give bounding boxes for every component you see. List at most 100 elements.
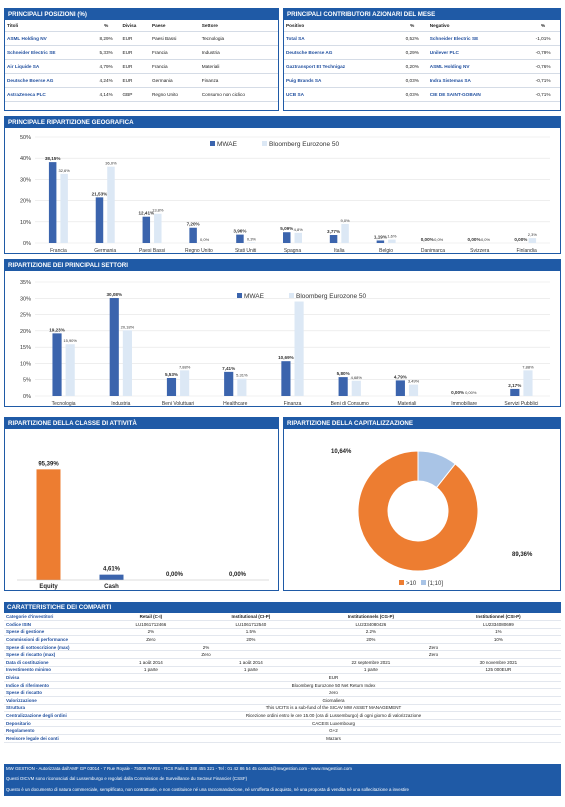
asset-chart: 95,39% Equity 4,61% Cash 0,00% 0,00% [17, 461, 269, 590]
data-label: 19,23% [49, 327, 65, 332]
x-tick-label: Francia [50, 248, 67, 253]
table-cell: 1 août 2014 [106, 658, 196, 667]
y-tick-label: 30% [20, 177, 31, 183]
data-label: 0,0% [434, 237, 444, 242]
geo-title: PRINCIPALE RIPARTIZIONE GEOGRAFICA [5, 117, 560, 128]
table-row: Air Liquide SA 4,79% EUR Francia Materiali [5, 59, 278, 74]
x-tick-label: Spagna [284, 248, 301, 253]
x-tick-label: Regno Unito [185, 248, 213, 253]
sector-title: RIPARTIZIONE DEI PRINCIPALI SETTORI [5, 260, 560, 271]
bar [189, 227, 197, 243]
x-tick-label: Industria [111, 401, 130, 406]
table-cell: Zero [106, 650, 307, 660]
bar [109, 298, 119, 396]
data-label: 95,39% [38, 461, 59, 467]
data-label: 3,77% [327, 229, 340, 234]
table-cell: 1 parte [195, 666, 307, 675]
table-cell: ASML Holding NV [5, 31, 92, 46]
bar [65, 344, 75, 396]
row-label: Commissioni di performance [4, 635, 106, 644]
table-cell: Institutionnels (CG-P) [306, 613, 436, 622]
y-tick-label: 0% [23, 394, 31, 400]
row-label: Revisore legale dei conti [4, 734, 106, 743]
th-divisa: Divisa [120, 20, 150, 32]
data-label: 2,17% [508, 383, 521, 388]
footer-line-3: Questo è un documento di natura commerci… [4, 784, 561, 796]
x-tick-label: Immobiliare [451, 401, 477, 406]
table-cell: 8,29% [91, 31, 121, 46]
data-label: 2,3% [528, 232, 538, 237]
table-cell: Ricezione ordini entro le ore 15.00 (ora… [106, 711, 561, 720]
bar [395, 380, 405, 396]
x-tick-label: Italia [334, 248, 345, 253]
bar [122, 330, 132, 396]
data-label: 5,31% [236, 373, 248, 378]
table-cell: Mazars [106, 734, 561, 743]
data-label: 7,20% [187, 222, 200, 227]
table-row: Deutsche Boerse AG 4,24% EUR Germania Finanz… [5, 73, 278, 88]
data-label: 4,61% [103, 567, 121, 573]
top-positions-panel: PRINCIPALI POSIZIONI (%) Titoli% Divisa Pa… [4, 8, 279, 111]
caratteristiche-title: CARATTERISTICHE DEI COMPARTI [4, 602, 561, 613]
table-cell: -0,71% [526, 87, 560, 102]
y-tick-label: 35% [20, 280, 31, 286]
table-row: Spese di riscatto (max) Zero Zero [4, 650, 561, 660]
legend-swatch [399, 580, 404, 585]
legend-swatch [262, 141, 267, 146]
legend-swatch [289, 293, 294, 298]
contributors-panel: PRINCIPALI CONTRIBUTORI AZIONARI DEL MES… [283, 8, 561, 111]
bar [48, 162, 57, 243]
data-label: 5,09% [280, 226, 293, 231]
table-cell: Indra Sistemas SA [427, 73, 527, 88]
table-row: Total SA 0,52% Schneider Electric SE -1,01% [284, 31, 560, 46]
x-tick-label: Tecnologia [52, 401, 76, 406]
table-row: Investimento minimo 1 parte 1 parte 1 parte… [4, 666, 561, 675]
table-cell: 10% [435, 635, 561, 644]
x-tick-label: Servizi Pubblici [504, 401, 538, 406]
data-label: 4,79% [394, 374, 407, 379]
bar [523, 370, 533, 396]
table-cell: Retail (C-I) [106, 613, 196, 622]
table-cell: Francia [149, 59, 200, 74]
bar [154, 213, 162, 243]
bar [99, 574, 124, 580]
table-row: Spese di sottoscrizione (max) 2% Zero [4, 643, 561, 652]
x-tick-label: Healthcare [223, 401, 247, 406]
table-cell: LU1061712466 [106, 620, 196, 629]
th-pct: % [91, 20, 121, 32]
bar [142, 216, 151, 243]
bar [294, 232, 302, 243]
data-label: 89,36% [512, 552, 533, 558]
table-row: Centralizzazione degli ordini Ricezione o… [4, 711, 561, 720]
row-label: Divisa [4, 673, 106, 682]
table-cell: 0,52% [396, 31, 428, 46]
x-tick-label: Beni di Consumo [331, 401, 369, 406]
table-cell: -0,76% [526, 59, 560, 74]
table-cell: GBP [120, 87, 150, 102]
table-cell: 30 novembre 2021 [435, 658, 561, 667]
y-tick-label: 20% [20, 329, 31, 335]
x-tick-label: Paesi Bassi [139, 248, 165, 253]
top-positions-title: PRINCIPALI POSIZIONI (%) [5, 9, 278, 20]
row-label: Investimento minimo [4, 666, 106, 675]
row-label: Centralizzazione degli ordini [4, 711, 106, 720]
table-cell: 1 août 2014 [195, 658, 307, 667]
bar [341, 223, 349, 243]
y-tick-label: 30% [20, 296, 31, 302]
x-tick-label: Svizzera [470, 248, 489, 253]
table-cell: 0,03% [396, 87, 428, 102]
table-cell: G+2 [106, 726, 561, 735]
table-cell: 2% [106, 628, 196, 637]
table-cell: 1 parte [106, 666, 196, 675]
th-pct-neg: % [526, 20, 560, 32]
table-cell: Institutional (CI-P) [195, 613, 307, 622]
bar [376, 240, 385, 243]
bar [294, 301, 304, 396]
bar [408, 384, 419, 396]
table-cell: 2.2% [306, 628, 436, 637]
table-cell: Zero [306, 643, 561, 652]
data-label: 15,90% [63, 338, 77, 343]
table-cell: EUR [106, 673, 561, 682]
x-tick-label: Belgio [379, 248, 393, 253]
top-positions-table: Titoli% Divisa Paese Settore ASML Holding N… [5, 20, 278, 102]
